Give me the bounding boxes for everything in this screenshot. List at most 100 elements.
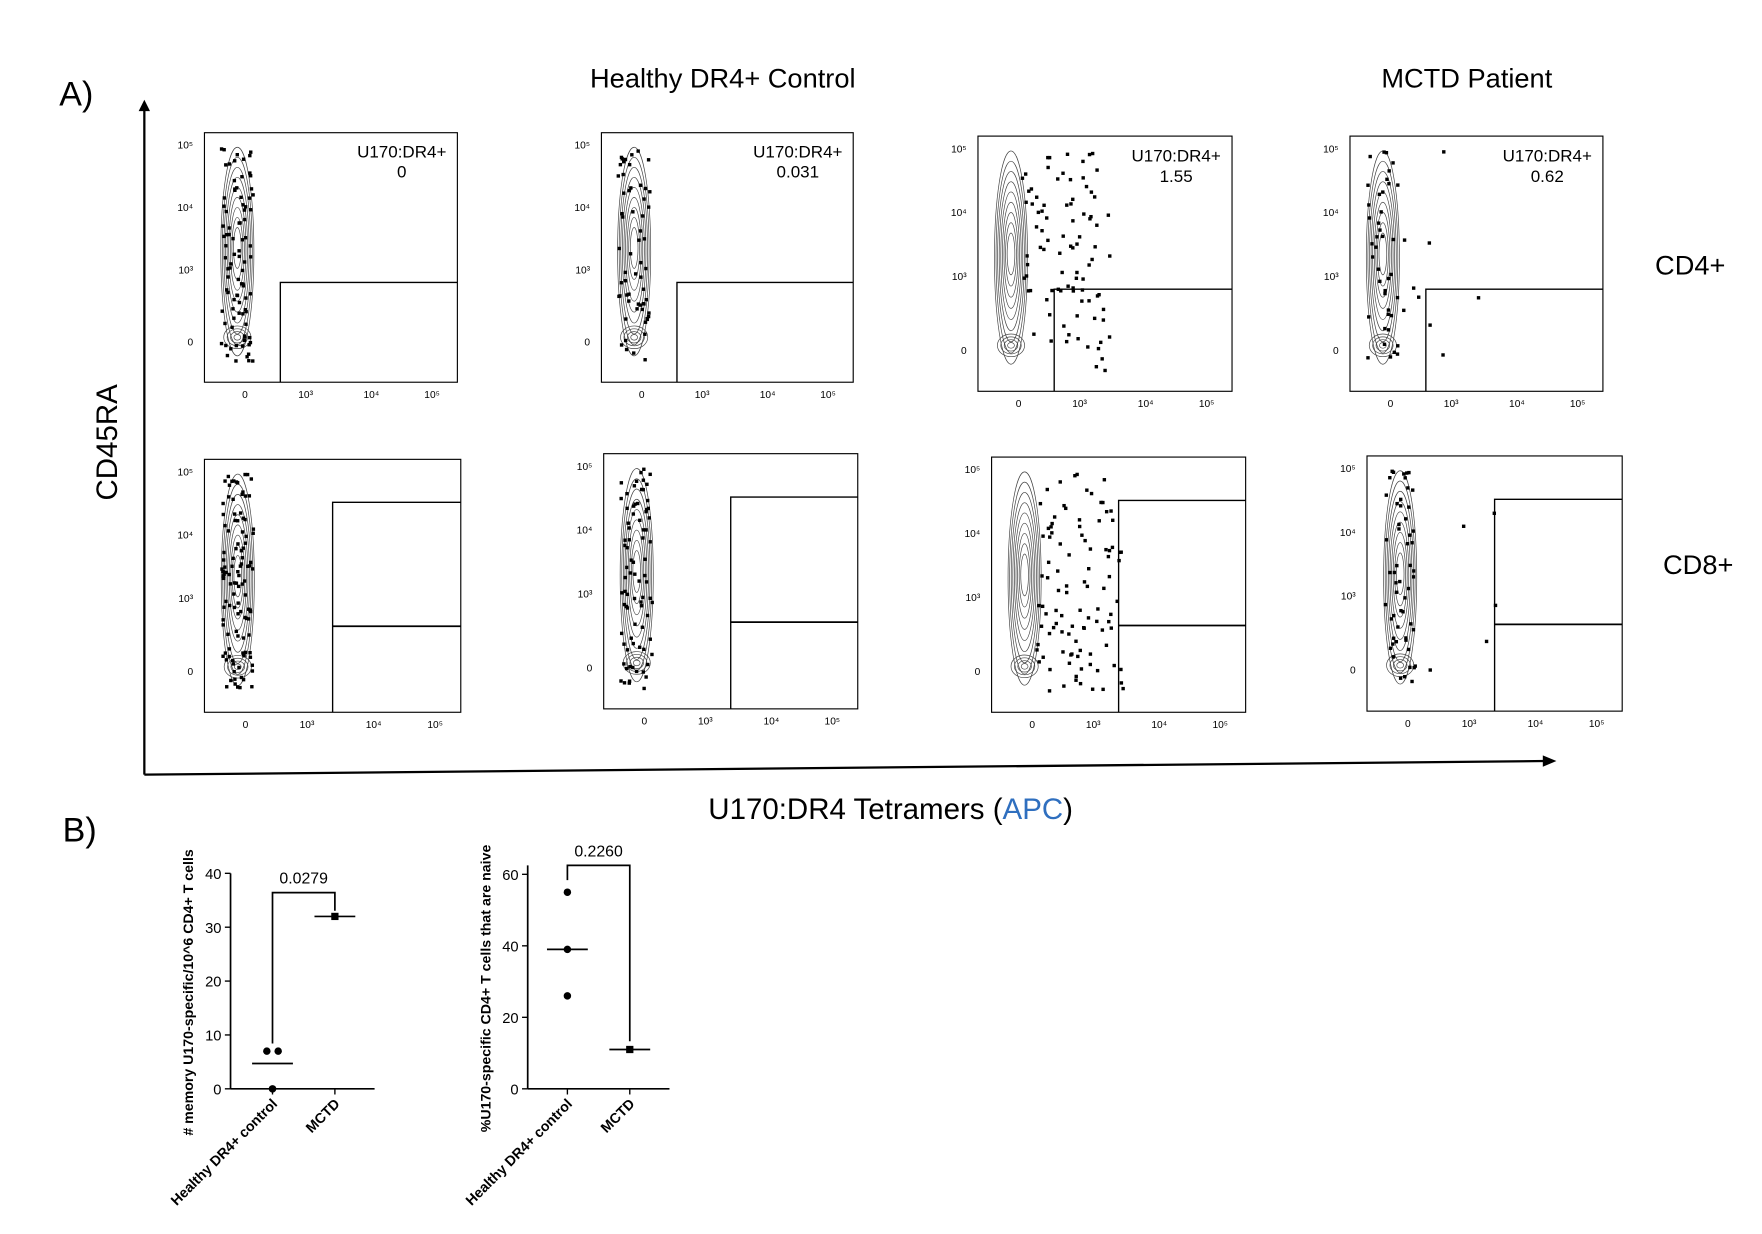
event-dot xyxy=(1020,176,1025,180)
event-dot xyxy=(1397,522,1401,527)
event-dot xyxy=(240,344,245,348)
contour xyxy=(1003,212,1019,298)
y-tick-label: 10⁴ xyxy=(177,203,193,214)
row-label: CD8+ xyxy=(1663,549,1733,580)
y-tick-label: 10⁴ xyxy=(577,526,593,537)
y-tick-label: 0 xyxy=(510,1082,518,1098)
event-dot xyxy=(1375,235,1379,239)
event-dot xyxy=(1089,491,1094,496)
event-dot xyxy=(220,309,224,313)
event-dot xyxy=(241,312,245,316)
event-dot xyxy=(1062,684,1066,688)
event-dot xyxy=(1075,242,1079,246)
event-dot xyxy=(1087,263,1091,267)
y-tick-label: 0 xyxy=(587,663,593,674)
contour xyxy=(622,177,647,324)
gate-label: U170:DR4+ xyxy=(1131,147,1220,166)
event-dot xyxy=(236,634,240,638)
event-dot xyxy=(221,224,225,228)
event-dot xyxy=(1087,299,1091,303)
event-dot xyxy=(1392,350,1397,354)
event-dot xyxy=(631,512,636,516)
event-dot xyxy=(1090,151,1095,156)
event-dot xyxy=(233,518,237,523)
contour xyxy=(632,550,641,593)
event-dot xyxy=(1076,337,1080,341)
event-dot xyxy=(221,618,225,622)
event-dot xyxy=(642,197,646,201)
event-dot xyxy=(1386,328,1391,332)
x-tick-label: 10⁴ xyxy=(1151,720,1167,731)
event-dot xyxy=(1046,165,1050,170)
event-dot xyxy=(646,314,651,319)
event-dot xyxy=(240,238,245,242)
event-dot xyxy=(643,186,648,191)
x-tick-label: 0 xyxy=(1388,399,1394,410)
event-dot xyxy=(1110,545,1115,550)
event-dot xyxy=(1388,476,1392,480)
event-dot xyxy=(648,596,652,600)
event-dot xyxy=(223,651,228,655)
event-dot xyxy=(627,538,631,542)
event-dot xyxy=(1394,639,1399,644)
plot-frame xyxy=(203,132,458,383)
y-tick-label: 20 xyxy=(205,975,221,991)
event-dot xyxy=(243,541,248,545)
contour xyxy=(1017,533,1032,619)
contour xyxy=(233,555,242,598)
event-dot xyxy=(1095,619,1099,624)
event-dot xyxy=(1417,295,1421,299)
contour xyxy=(1014,512,1036,641)
event-dot xyxy=(1036,210,1041,215)
event-dot xyxy=(1075,472,1079,477)
contour xyxy=(1377,222,1389,287)
event-dot xyxy=(622,681,627,685)
event-dot xyxy=(231,236,235,241)
event-dot xyxy=(228,582,233,586)
event-dot xyxy=(1093,245,1097,249)
event-dot xyxy=(639,275,643,279)
event-dot xyxy=(1022,276,1027,280)
event-dot xyxy=(1407,505,1411,509)
event-dot xyxy=(1029,187,1034,191)
x-tick-label: 10⁵ xyxy=(820,390,836,401)
event-dot xyxy=(641,670,646,674)
event-dot xyxy=(1077,524,1082,529)
event-dot xyxy=(251,567,255,571)
event-dot xyxy=(631,504,636,508)
event-dot xyxy=(1108,254,1112,258)
contour xyxy=(622,488,651,660)
y-tick-label: 20 xyxy=(502,1011,518,1027)
event-dot xyxy=(225,685,229,689)
event-dot xyxy=(221,623,225,627)
event-dot xyxy=(241,677,246,682)
event-dot xyxy=(1103,368,1107,373)
event-dot xyxy=(228,266,232,270)
event-dot xyxy=(625,506,629,511)
event-dot xyxy=(643,320,648,324)
event-dot xyxy=(636,501,640,506)
event-dot xyxy=(1121,686,1125,691)
y-tick-label: 10⁵ xyxy=(1323,144,1339,155)
gate-label: U170:DR4+ xyxy=(357,143,446,162)
gate xyxy=(1425,288,1603,392)
event-dot xyxy=(1050,531,1054,535)
event-dot xyxy=(1061,171,1065,175)
x-tick-label: 10⁵ xyxy=(825,717,841,728)
panel-label: A) xyxy=(59,75,93,113)
event-dot xyxy=(1071,219,1075,223)
event-dot xyxy=(640,307,644,312)
event-dot xyxy=(1061,234,1065,238)
event-dot xyxy=(641,528,646,532)
event-dot xyxy=(1087,567,1091,571)
event-dot xyxy=(650,600,654,605)
event-dot xyxy=(644,675,648,679)
contour xyxy=(1396,662,1404,669)
event-dot xyxy=(1071,246,1075,250)
event-dot xyxy=(1382,150,1386,154)
event-dot xyxy=(235,186,239,190)
x-tick-label: MCTD xyxy=(598,1096,638,1136)
event-dot xyxy=(1367,216,1372,220)
event-dot xyxy=(221,569,225,574)
contour xyxy=(1002,201,1020,309)
